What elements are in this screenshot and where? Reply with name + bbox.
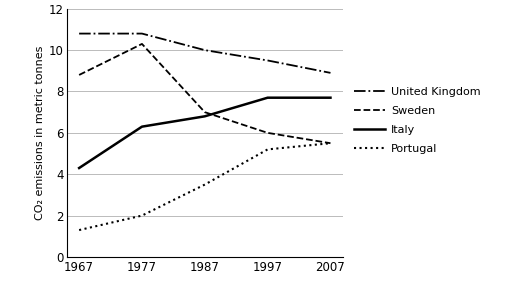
Italy: [265, 96, 271, 100]
United Kingdom: [327, 71, 333, 75]
Line: Portugal: Portugal: [79, 143, 330, 230]
Line: Italy: Italy: [79, 98, 330, 168]
United Kingdom: [265, 59, 271, 62]
Sweden: [265, 131, 271, 135]
United Kingdom: [139, 32, 145, 35]
Sweden: [139, 42, 145, 46]
Portugal: [265, 148, 271, 151]
Portugal: [202, 183, 208, 186]
Italy: [327, 96, 333, 100]
Legend: United Kingdom, Sweden, Italy, Portugal: United Kingdom, Sweden, Italy, Portugal: [354, 87, 480, 154]
Line: Sweden: Sweden: [79, 44, 330, 143]
Italy: [139, 125, 145, 128]
United Kingdom: [76, 32, 82, 35]
Italy: [76, 166, 82, 170]
Portugal: [327, 141, 333, 145]
Sweden: [327, 141, 333, 145]
Line: United Kingdom: United Kingdom: [79, 34, 330, 73]
Italy: [202, 114, 208, 118]
Sweden: [76, 73, 82, 77]
Y-axis label: CO₂ emissions in metric tonnes: CO₂ emissions in metric tonnes: [35, 46, 45, 220]
Sweden: [202, 110, 208, 114]
United Kingdom: [202, 48, 208, 52]
Portugal: [76, 228, 82, 232]
Portugal: [139, 214, 145, 217]
